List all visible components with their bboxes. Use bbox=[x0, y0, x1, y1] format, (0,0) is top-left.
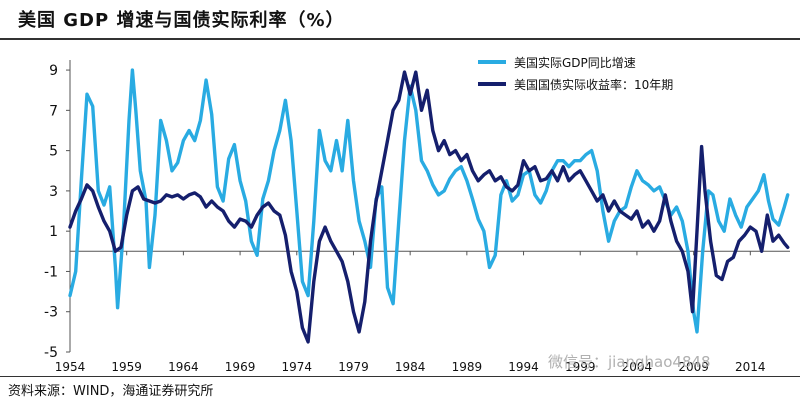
y-tick-label: 9 bbox=[49, 63, 58, 79]
x-tick-label: 1959 bbox=[111, 360, 142, 374]
y-tick-label: 3 bbox=[49, 184, 58, 200]
x-tick-label: 1984 bbox=[395, 360, 426, 374]
x-tick-label: 1989 bbox=[452, 360, 483, 374]
chart-legend: 美国实际GDP同比增速 美国国债实际收益率：10年期 bbox=[478, 55, 673, 92]
y-tick-label: -3 bbox=[44, 305, 58, 321]
legend-label-gdp: 美国实际GDP同比增速 bbox=[514, 55, 636, 70]
y-tick-label: 1 bbox=[49, 224, 58, 240]
y-tick-label: 5 bbox=[49, 144, 58, 160]
wechat-watermark: 微信号：jianghao4848 bbox=[548, 353, 711, 371]
source-note: 资料来源：WIND，海通证券研究所 bbox=[8, 384, 214, 399]
x-tick-label: 1974 bbox=[281, 360, 312, 374]
x-tick-label: 1954 bbox=[55, 360, 86, 374]
legend-label-yield: 美国国债实际收益率：10年期 bbox=[514, 77, 673, 92]
y-tick-label: -1 bbox=[44, 264, 58, 280]
x-tick-label: 1994 bbox=[508, 360, 539, 374]
footer-divider bbox=[0, 376, 800, 377]
gdp-growth-line bbox=[68, 68, 790, 334]
x-tick-label: 2004 bbox=[622, 360, 653, 374]
y-tick-label: -5 bbox=[44, 345, 58, 361]
x-tick-label: 1999 bbox=[565, 360, 596, 374]
x-tick-label: 2009 bbox=[678, 360, 709, 374]
x-tick-label: 2014 bbox=[735, 360, 766, 374]
treasury-real-yield-line bbox=[68, 70, 790, 344]
x-tick-label: 1964 bbox=[168, 360, 199, 374]
y-tick-label: 7 bbox=[49, 103, 58, 119]
x-tick-label: 1979 bbox=[338, 360, 369, 374]
x-tick-label: 1969 bbox=[225, 360, 256, 374]
title-divider bbox=[0, 38, 800, 40]
chart-title: 美国 GDP 增速与国债实际利率（%） bbox=[18, 10, 345, 31]
